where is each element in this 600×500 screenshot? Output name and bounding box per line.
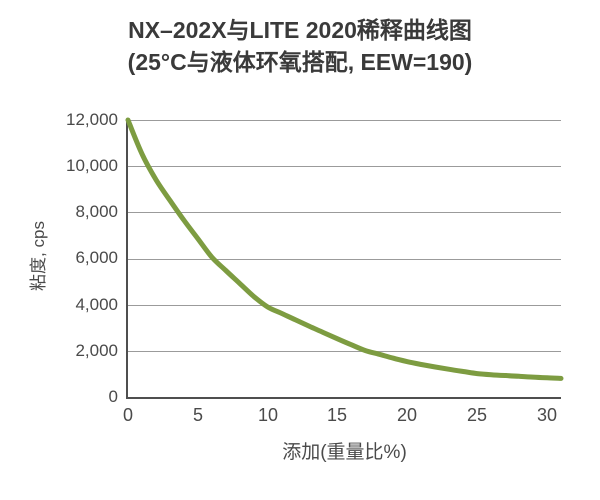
y-tick-label: 2,000 bbox=[75, 341, 118, 360]
x-tick-label: 0 bbox=[122, 405, 133, 425]
y-tick-label: 8,000 bbox=[75, 202, 118, 221]
x-tick-label: 5 bbox=[192, 405, 203, 425]
chart-title-line1: NX–202X与LITE 2020稀释曲线图 bbox=[128, 17, 472, 43]
y-axis-title: 粘度, cps bbox=[29, 221, 48, 291]
y-tick-label: 6,000 bbox=[75, 248, 118, 267]
dilution-curve-line bbox=[125, 117, 564, 381]
x-tick-label: 10 bbox=[257, 405, 279, 425]
chart-title: NX–202X与LITE 2020稀释曲线图 (25°C与液体环氧搭配, EEW… bbox=[0, 14, 600, 78]
y-tick-label: 4,000 bbox=[75, 295, 118, 314]
plot-svg bbox=[125, 117, 564, 381]
y-tick-label: 10,000 bbox=[66, 156, 118, 175]
x-axis-title: 添加(重量比%) bbox=[282, 442, 407, 463]
plot-area bbox=[125, 117, 564, 399]
x-tick-label: 20 bbox=[396, 405, 418, 425]
x-tick-label: 30 bbox=[536, 405, 558, 425]
x-tick-label: 15 bbox=[326, 405, 348, 425]
chart-title-line2: (25°C与液体环氧搭配, EEW=190) bbox=[127, 49, 473, 75]
x-tick-label: 25 bbox=[466, 405, 488, 425]
y-tick-label: 12,000 bbox=[66, 110, 118, 129]
y-tick-label: 0 bbox=[108, 387, 118, 406]
